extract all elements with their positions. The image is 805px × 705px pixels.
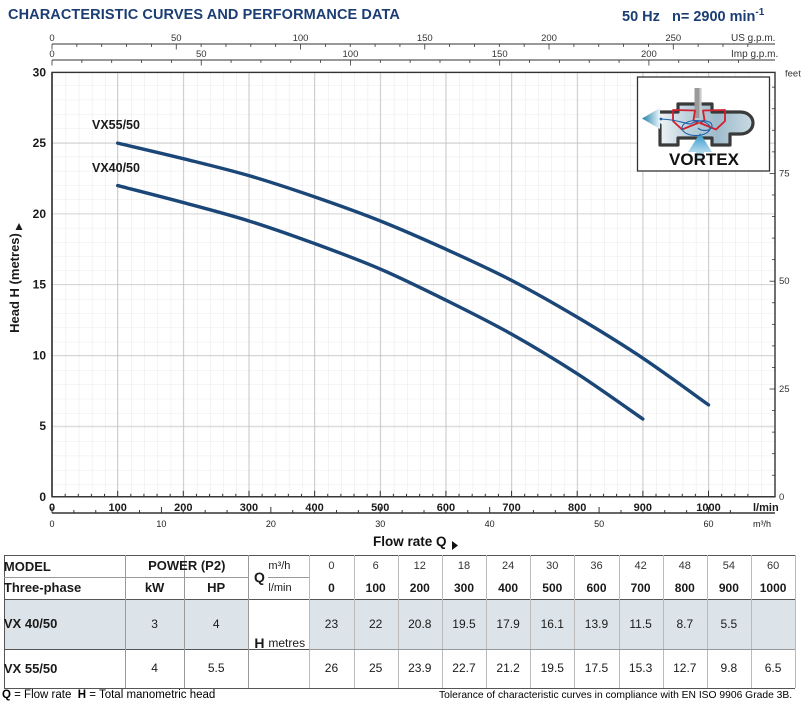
- svg-text:100: 100: [343, 49, 359, 60]
- svg-text:75: 75: [779, 168, 790, 179]
- svg-text:200: 200: [641, 49, 657, 60]
- svg-text:100: 100: [293, 33, 309, 44]
- svg-text:feet: feet: [785, 68, 801, 79]
- svg-text:25: 25: [33, 136, 47, 150]
- svg-text:20: 20: [33, 207, 47, 221]
- svg-text:l/min: l/min: [753, 502, 779, 514]
- svg-text:30: 30: [375, 519, 385, 529]
- svg-text:VORTEX: VORTEX: [669, 150, 740, 169]
- svg-text:20: 20: [266, 519, 276, 529]
- svg-text:30: 30: [33, 65, 47, 79]
- svg-text:10: 10: [156, 519, 166, 529]
- svg-text:VX40/50: VX40/50: [92, 161, 140, 175]
- svg-text:40: 40: [485, 519, 495, 529]
- svg-text:0: 0: [49, 49, 54, 60]
- svg-text:Flow rate Q: Flow rate Q: [373, 534, 447, 549]
- svg-text:150: 150: [492, 49, 508, 60]
- svg-text:0: 0: [49, 519, 54, 529]
- svg-text:10: 10: [33, 348, 47, 362]
- svg-text:m³/h: m³/h: [753, 519, 771, 529]
- svg-text:250: 250: [665, 33, 681, 44]
- svg-text:15: 15: [33, 278, 47, 292]
- svg-text:50: 50: [594, 519, 604, 529]
- svg-text:0: 0: [39, 490, 46, 504]
- svg-text:25: 25: [779, 384, 790, 395]
- svg-text:US g.p.m.: US g.p.m.: [731, 33, 775, 44]
- svg-text:50: 50: [171, 33, 182, 44]
- svg-text:VX55/50: VX55/50: [92, 118, 140, 132]
- svg-text:150: 150: [417, 33, 433, 44]
- svg-text:50: 50: [196, 49, 207, 60]
- svg-text:0: 0: [49, 33, 54, 44]
- svg-text:Imp g.p.m.: Imp g.p.m.: [731, 49, 778, 60]
- svg-text:50: 50: [779, 276, 790, 287]
- svg-text:5: 5: [39, 419, 46, 433]
- svg-text:0: 0: [779, 492, 784, 503]
- svg-text:60: 60: [703, 519, 713, 529]
- svg-text:Head H (metres): Head H (metres): [7, 233, 22, 333]
- svg-text:200: 200: [541, 33, 557, 44]
